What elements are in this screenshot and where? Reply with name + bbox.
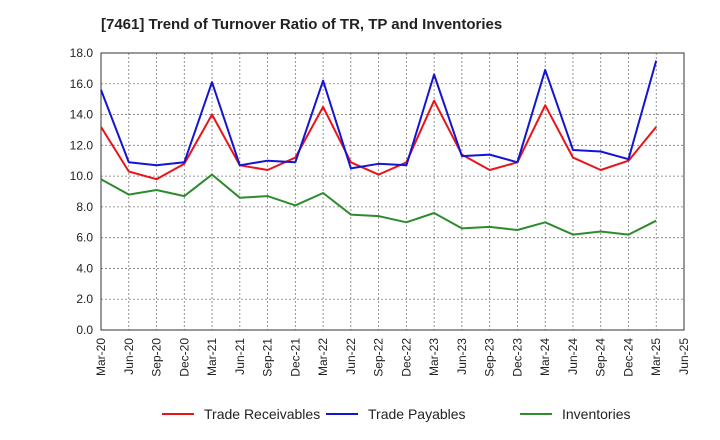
series-line-inventories: [100, 173, 657, 236]
legend: Trade Receivables Trade Payables Inventori…: [162, 406, 630, 422]
x-tick-label: Mar-22: [316, 338, 330, 376]
x-tick-label: Jun-23: [455, 338, 469, 375]
axes: 0.0 2.0 4.0 6.0 8.0 10.0 12.0 14.0 16.0 18.0 Mar-2…: [70, 46, 691, 377]
x-tick-label: Dec-21: [288, 338, 302, 377]
x-tick-label: Mar-25: [649, 338, 663, 376]
x-tick-label: Mar-20: [94, 338, 108, 376]
y-tick-label: 2.0: [76, 292, 93, 306]
x-tick-label: Sep-20: [150, 338, 164, 377]
x-tick-label: Mar-21: [205, 338, 219, 376]
y-tick-label: 10.0: [70, 169, 94, 183]
series-line-trade-receivables: [100, 99, 657, 181]
y-tick-label: 0.0: [76, 323, 93, 337]
x-tick-label: Sep-24: [594, 338, 608, 377]
y-tick-label: 16.0: [70, 77, 94, 91]
legend-label: Inventories: [562, 406, 630, 422]
y-tick-label: 18.0: [70, 46, 94, 60]
x-tick-label: Dec-22: [399, 338, 413, 377]
x-tick-label: Mar-23: [427, 338, 441, 376]
chart-title: [7461] Trend of Turnover Ratio of TR, TP…: [101, 16, 503, 33]
y-tick-label: 8.0: [76, 200, 93, 214]
x-tick-label: Jun-25: [677, 338, 691, 375]
x-tick-label: Dec-24: [621, 338, 635, 377]
legend-label: Trade Payables: [368, 406, 466, 422]
x-tick-label: Sep-21: [261, 338, 275, 377]
y-tick-label: 12.0: [70, 138, 94, 152]
x-tick-label: Dec-20: [177, 338, 191, 377]
x-tick-label: Jun-24: [566, 338, 580, 375]
legend-label: Trade Receivables: [204, 406, 320, 422]
series-line-trade-payables: [100, 60, 658, 170]
x-tick-label: Mar-24: [538, 338, 552, 376]
x-tick-label: Dec-23: [510, 338, 524, 377]
y-tick-label: 6.0: [76, 231, 93, 245]
grid-lines: [100, 52, 685, 331]
plot-frame: [100, 52, 685, 331]
x-tick-label: Jun-21: [233, 338, 247, 375]
x-tick-label: Jun-20: [122, 338, 136, 375]
x-tick-label: Sep-23: [483, 338, 497, 377]
series-lines: [100, 60, 658, 236]
x-tick-label: Jun-22: [344, 338, 358, 375]
x-tick-label: Sep-22: [372, 338, 386, 377]
y-tick-label: 14.0: [70, 108, 94, 122]
y-tick-label: 4.0: [76, 261, 93, 275]
